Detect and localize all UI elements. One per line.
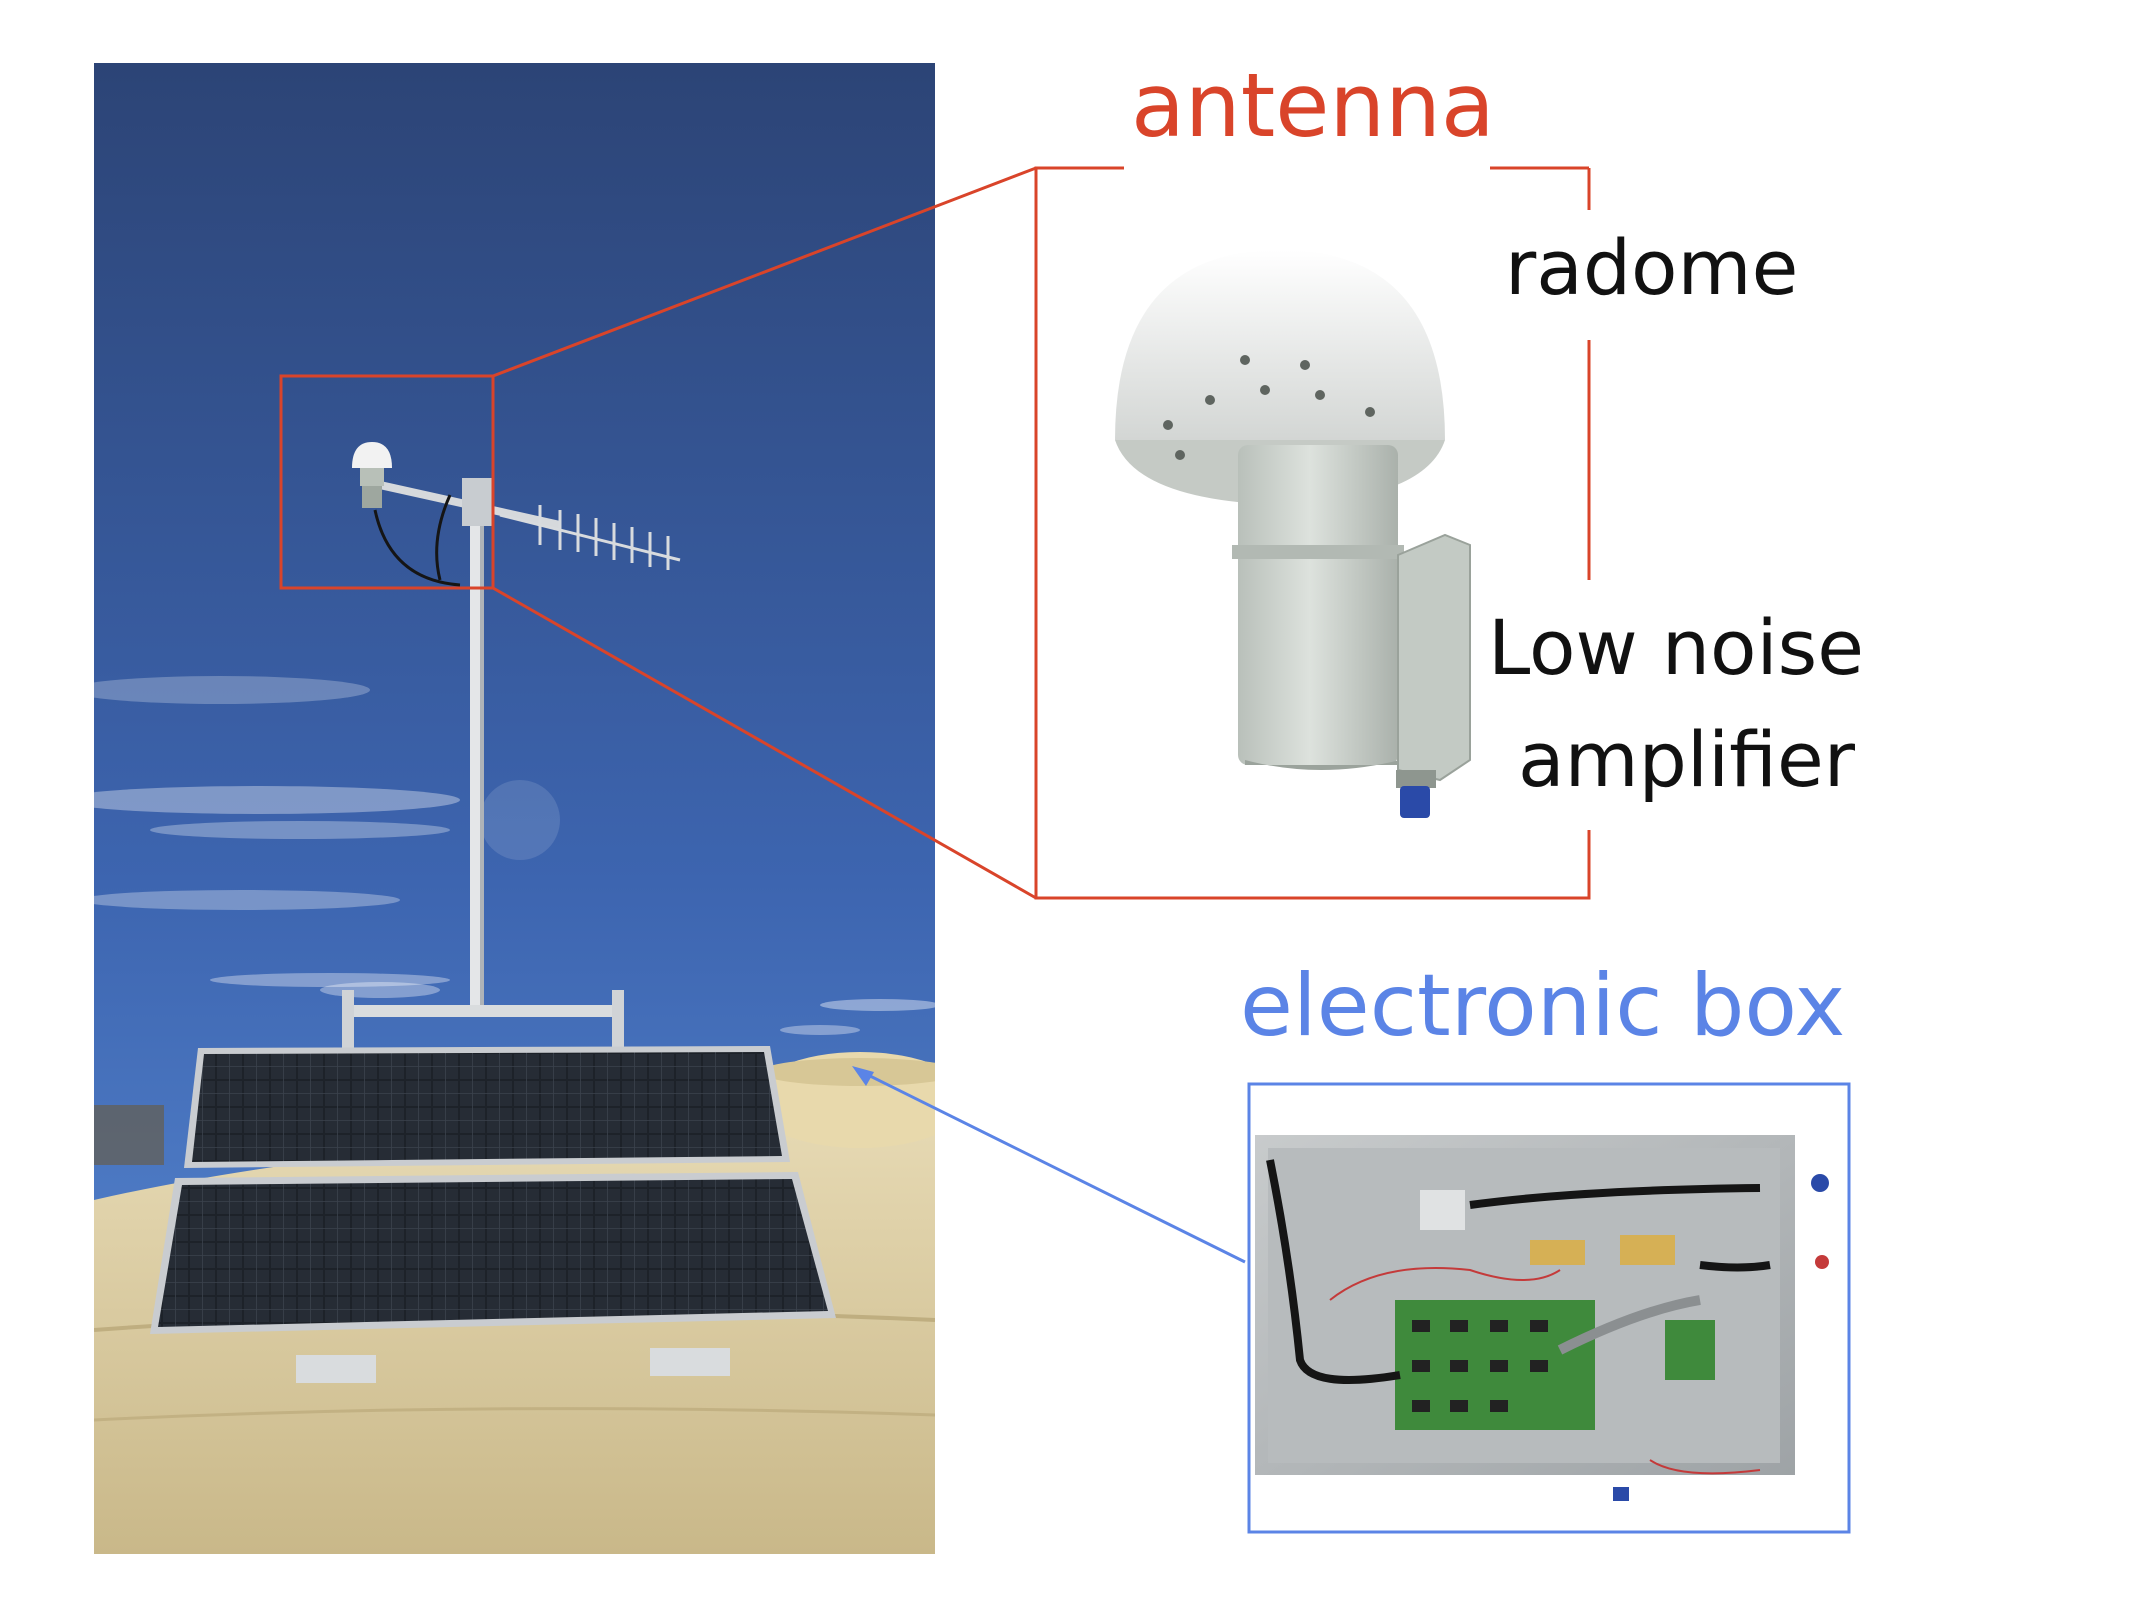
antenna-bracket [1034,166,1591,900]
antenna-highlight-box [279,374,495,590]
site-photo [94,63,935,1554]
connector-top [492,166,1037,378]
solar-panel-lower [150,1172,836,1334]
box-cables [1266,1159,1771,1384]
ebox-arrow-head [852,1066,874,1086]
ebox-arrow-line [857,1068,1246,1264]
lna-connector-box [1397,533,1471,782]
electronic-box-photo [1247,1082,1851,1534]
connector-bottom [492,586,1037,900]
radome-label: radome [1505,223,1799,312]
electronic-box-label: electronic box [1240,956,1846,1056]
gps-antenna-radome [352,442,392,508]
radome-dome [1115,250,1445,440]
lna-housing [1238,445,1398,765]
antenna-label: antenna [1131,54,1495,157]
electronic-box-frame [1247,1082,1851,1534]
yagi-antenna [499,505,681,570]
solar-panel-upper [184,1046,790,1168]
mast-frame [350,1005,622,1017]
lna-n-connector [1400,786,1430,818]
antenna-zoom-photo [1115,250,1471,818]
lna-label-line1: Low noise [1488,603,1864,692]
lna-label-line2: amplifier [1518,715,1855,804]
